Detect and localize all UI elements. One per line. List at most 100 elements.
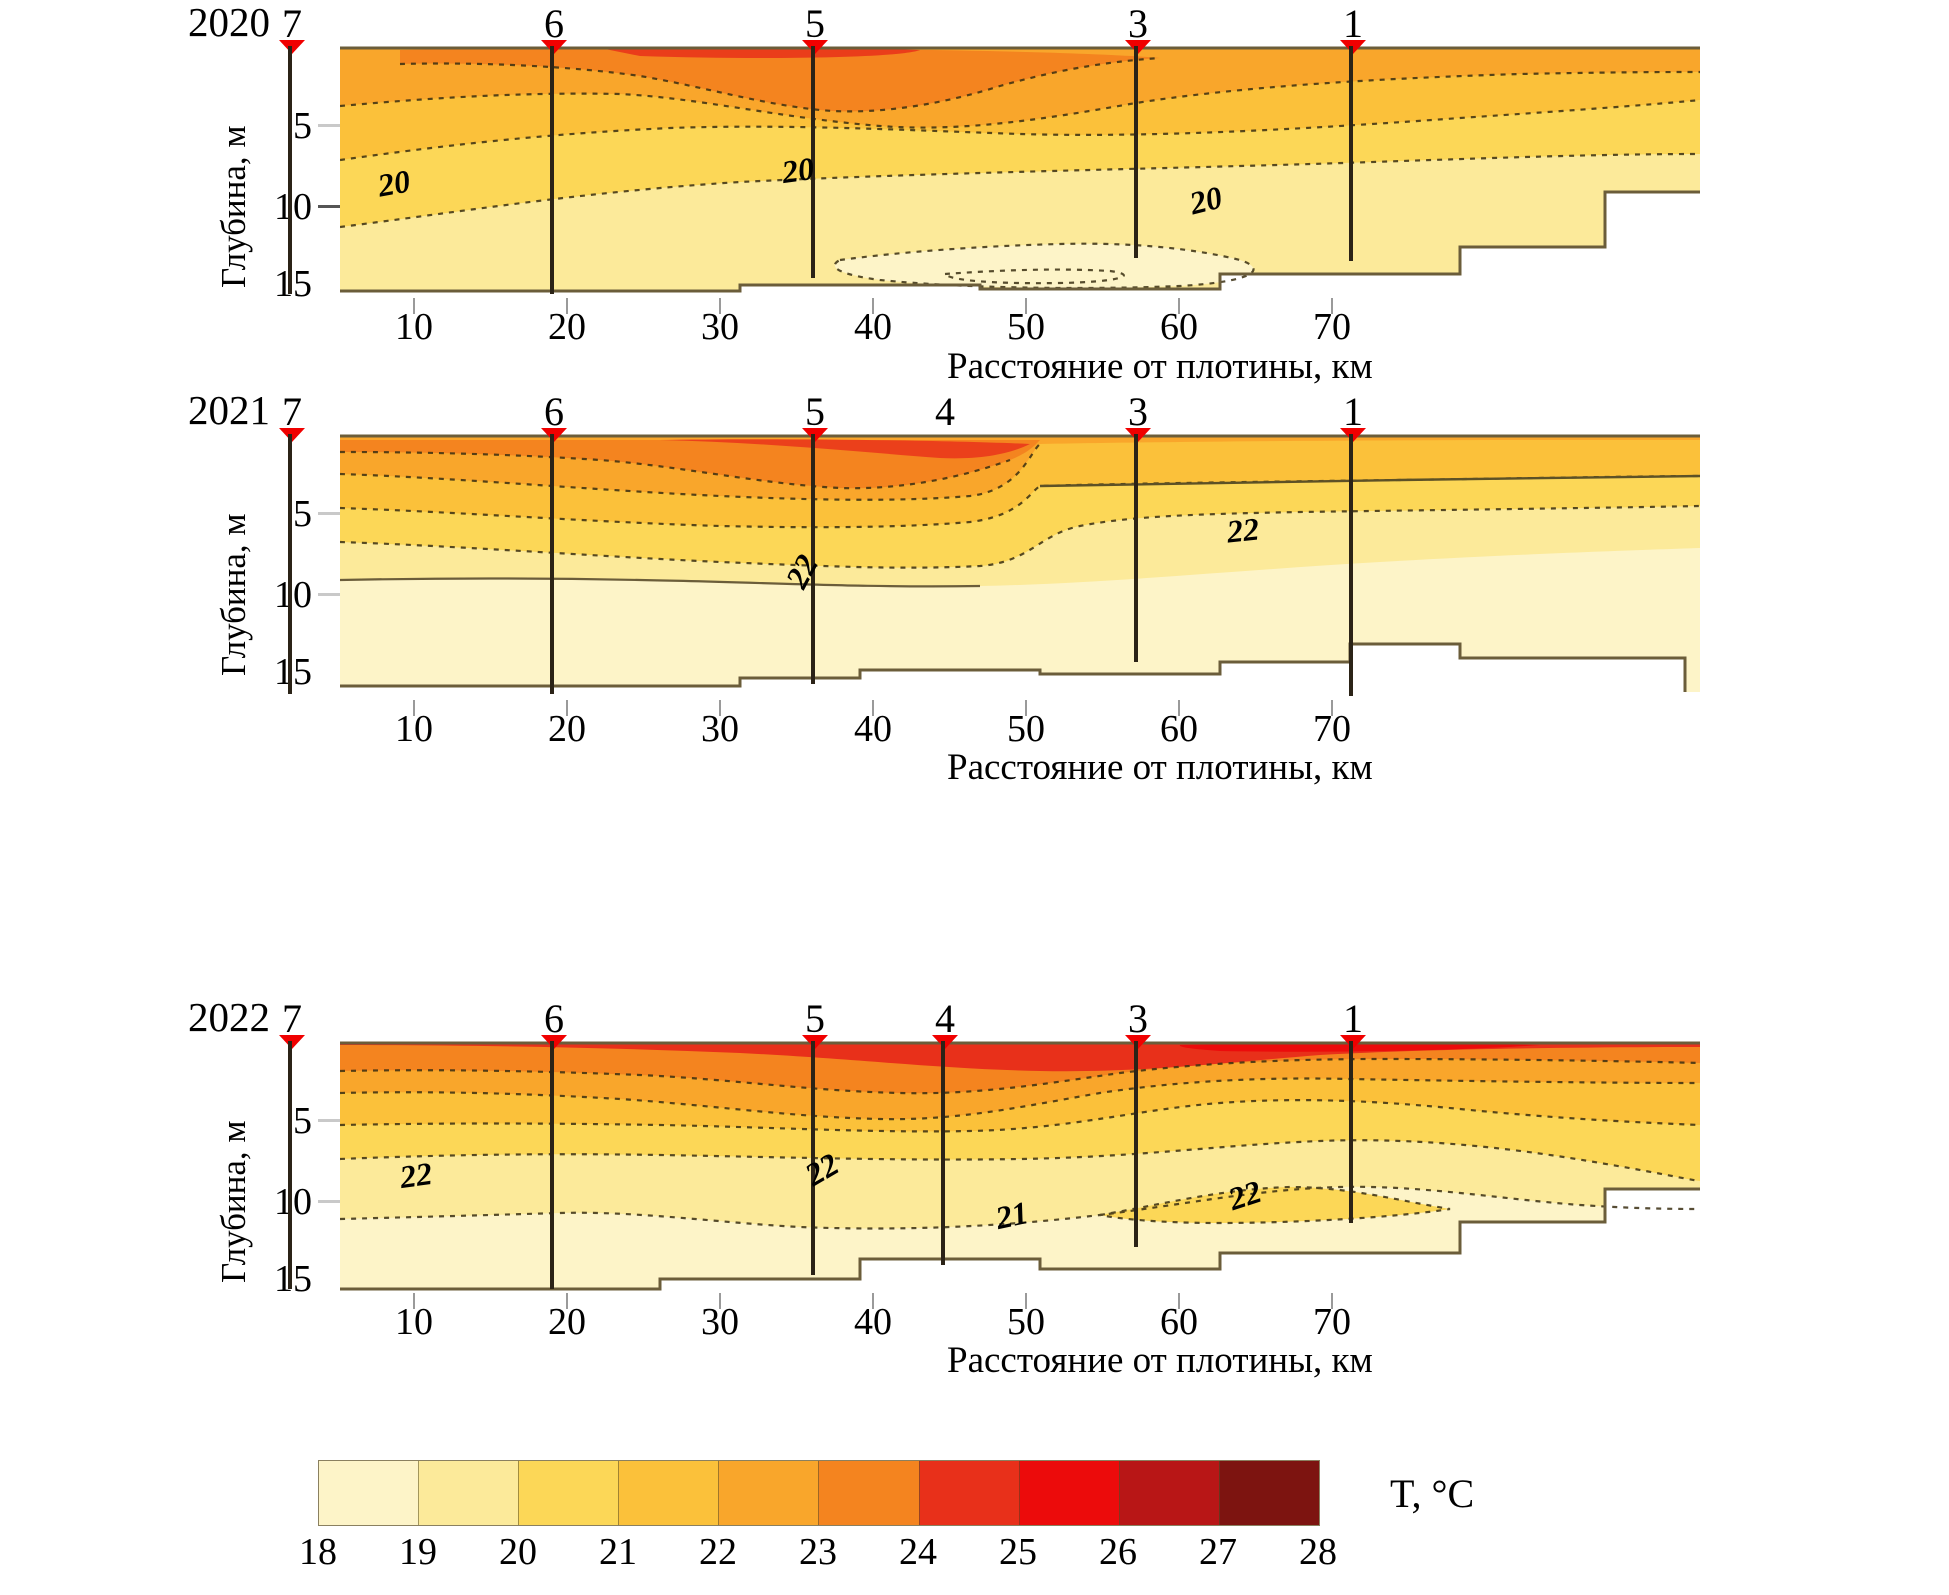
x-tick-mark bbox=[413, 1293, 415, 1309]
x-tick-mark bbox=[1025, 700, 1027, 716]
x-tick-label: 30 bbox=[701, 708, 739, 750]
x-tick-mark bbox=[1025, 1293, 1027, 1309]
contour-plot-2021 bbox=[340, 434, 1700, 692]
x-tick-label: 50 bbox=[1007, 1301, 1045, 1343]
contour-label: 22 bbox=[397, 1154, 435, 1196]
station-label: 6 bbox=[544, 1, 564, 46]
x-tick-label: 20 bbox=[548, 306, 586, 348]
colorbar-title-text: T, °C bbox=[1390, 1471, 1475, 1516]
colorbar-swatch bbox=[319, 1461, 419, 1525]
contour-label: 20 bbox=[779, 149, 817, 191]
station-label: 4 bbox=[935, 389, 955, 434]
station-marker-icon bbox=[1125, 428, 1151, 442]
station-label: 7 bbox=[282, 389, 302, 434]
colorbar-swatch bbox=[1218, 1461, 1319, 1525]
x-tick-label: 50 bbox=[1007, 306, 1045, 348]
station-label: 7 bbox=[282, 996, 302, 1041]
colorbar-group: 18 19 20 21 22 23 24 25 26 27 28 T, °C bbox=[0, 1460, 1949, 1595]
colorbar-swatch bbox=[1118, 1461, 1219, 1525]
x-tick-mark bbox=[566, 1293, 568, 1309]
x-axis-title: Расстояние от плотины, км bbox=[947, 747, 1373, 788]
station-label: 3 bbox=[1128, 1, 1148, 46]
colorbar-swatch bbox=[918, 1461, 1019, 1525]
y-tick-label: 10 bbox=[274, 574, 312, 616]
station-pole bbox=[811, 434, 815, 684]
y-tick-label: 15 bbox=[274, 1258, 312, 1300]
panel-year-label: 2021 bbox=[188, 387, 270, 433]
contour-plot-2022 bbox=[340, 1041, 1700, 1291]
station-label: 6 bbox=[544, 996, 564, 1041]
x-tick-mark bbox=[1331, 298, 1333, 314]
colorbar-swatch bbox=[818, 1461, 919, 1525]
x-tick-label: 50 bbox=[1007, 708, 1045, 750]
colorbar-tick-label: 24 bbox=[899, 1531, 937, 1573]
x-tick-mark bbox=[1178, 700, 1180, 716]
x-tick-label: 30 bbox=[701, 306, 739, 348]
x-tick-label: 10 bbox=[395, 306, 433, 348]
x-tick-mark bbox=[1178, 1293, 1180, 1309]
station-label: 4 bbox=[935, 996, 955, 1041]
x-tick-mark bbox=[1331, 1293, 1333, 1309]
station-pole bbox=[1134, 46, 1138, 258]
colorbar-tick-label: 23 bbox=[799, 1531, 837, 1573]
station-label: 1 bbox=[1343, 1, 1363, 46]
contour-label: 20 bbox=[375, 162, 413, 204]
x-tick-label: 40 bbox=[854, 306, 892, 348]
panel-year-label: 2022 bbox=[188, 994, 270, 1040]
plot-area-2020 bbox=[340, 42, 1700, 297]
station-pole bbox=[550, 434, 554, 694]
x-axis-title: Расстояние от плотины, км bbox=[947, 346, 1373, 387]
colorbar-title: T, °C bbox=[1390, 1470, 1474, 1517]
y-tick-label: 10 bbox=[274, 1181, 312, 1223]
station-label: 5 bbox=[805, 389, 825, 434]
colorbar-swatch bbox=[518, 1461, 619, 1525]
x-tick-mark bbox=[413, 700, 415, 716]
station-label: 7 bbox=[282, 1, 302, 46]
colorbar-tick-label: 27 bbox=[1199, 1531, 1237, 1573]
station-pole bbox=[1134, 434, 1138, 662]
x-tick-label: 40 bbox=[854, 1301, 892, 1343]
y-tick-mark bbox=[318, 205, 340, 208]
station-pole bbox=[288, 434, 292, 694]
station-label: 1 bbox=[1343, 996, 1363, 1041]
station-label: 3 bbox=[1128, 389, 1148, 434]
colorbar-swatch bbox=[1018, 1461, 1119, 1525]
y-tick-label: 5 bbox=[293, 105, 312, 147]
x-tick-mark bbox=[1025, 298, 1027, 314]
x-tick-label: 60 bbox=[1160, 1301, 1198, 1343]
station-label: 3 bbox=[1128, 996, 1148, 1041]
panel-2020: 2020 Глубина, м 5 10 15 bbox=[0, 0, 1949, 390]
station-marker-icon bbox=[1340, 428, 1366, 442]
station-pole bbox=[288, 46, 292, 294]
y-tick-label: 5 bbox=[293, 493, 312, 535]
y-tick-mark bbox=[318, 1119, 340, 1122]
station-pole bbox=[1349, 1041, 1353, 1223]
x-tick-label: 30 bbox=[701, 1301, 739, 1343]
station-marker-icon bbox=[1125, 40, 1151, 54]
x-tick-label: 20 bbox=[548, 708, 586, 750]
colorbar-swatch bbox=[418, 1461, 519, 1525]
x-tick-mark bbox=[872, 298, 874, 314]
station-marker-icon bbox=[802, 40, 828, 54]
x-tick-label: 10 bbox=[395, 708, 433, 750]
station-pole bbox=[1349, 434, 1353, 696]
colorbar-swatch bbox=[618, 1461, 719, 1525]
colorbar bbox=[318, 1460, 1320, 1526]
x-tick-mark bbox=[719, 298, 721, 314]
x-tick-mark bbox=[566, 298, 568, 314]
station-label: 6 bbox=[544, 389, 564, 434]
y-tick-label: 15 bbox=[274, 651, 312, 693]
y-tick-mark bbox=[318, 124, 340, 127]
colorbar-tick-label: 26 bbox=[1099, 1531, 1137, 1573]
station-pole bbox=[1134, 1041, 1138, 1247]
station-pole bbox=[811, 1041, 815, 1275]
panel-year-label: 2020 bbox=[188, 0, 270, 45]
contour-label: 22 bbox=[1225, 510, 1261, 550]
x-tick-mark bbox=[1331, 700, 1333, 716]
colorbar-tick-label: 19 bbox=[399, 1531, 437, 1573]
station-marker-icon bbox=[279, 40, 305, 54]
station-marker-icon bbox=[279, 428, 305, 442]
station-marker-icon bbox=[1125, 1035, 1151, 1049]
x-tick-mark bbox=[872, 1293, 874, 1309]
station-marker-icon bbox=[932, 1035, 958, 1049]
